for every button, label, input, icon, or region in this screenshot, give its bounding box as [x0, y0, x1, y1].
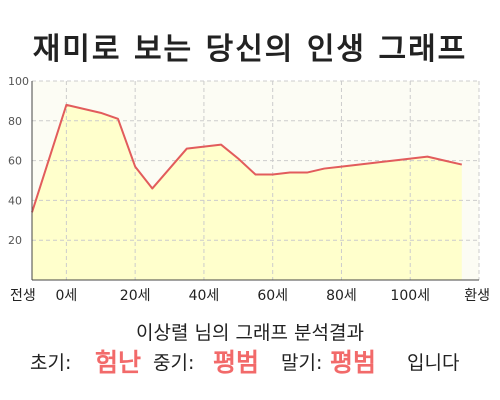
area-fill [32, 104, 462, 280]
data-line [31, 103, 463, 213]
result-suffix: 입니다 [407, 352, 460, 374]
y-tick-label-20: 20 [8, 234, 22, 247]
middle-value: 평범 [213, 348, 260, 377]
middle-label: 중기: [153, 352, 195, 374]
early-value: 험난 [95, 348, 142, 377]
late-label: 말기: [281, 352, 323, 374]
chart-title: 재미로 보는 당신의 인생 그래프 [32, 32, 468, 67]
x-tick-label: 20세 [120, 288, 151, 304]
y-tick-label-100: 100 [8, 75, 29, 88]
x-tick-label: 100세 [390, 288, 430, 304]
y-tick-label-40: 40 [8, 194, 22, 207]
x-tick-label: 80세 [326, 288, 357, 304]
y-tick-label-80: 80 [8, 115, 22, 128]
analysis-caption: 이상렬 님의 그래프 분석결과 [136, 322, 364, 344]
late-value: 평범 [330, 348, 377, 377]
x-tick-label: 전생 [10, 288, 36, 304]
x-tick-label: 환생 [464, 288, 490, 304]
x-tick-label: 0세 [55, 288, 77, 304]
x-tick-label: 60세 [257, 288, 288, 304]
early-label: 초기: [30, 352, 72, 374]
y-tick-label-60: 60 [8, 155, 22, 168]
analysis-result: 초기: 험난 중기: 평범 말기: 평범 입니다 [0, 345, 500, 381]
x-tick-label: 40세 [189, 288, 220, 304]
